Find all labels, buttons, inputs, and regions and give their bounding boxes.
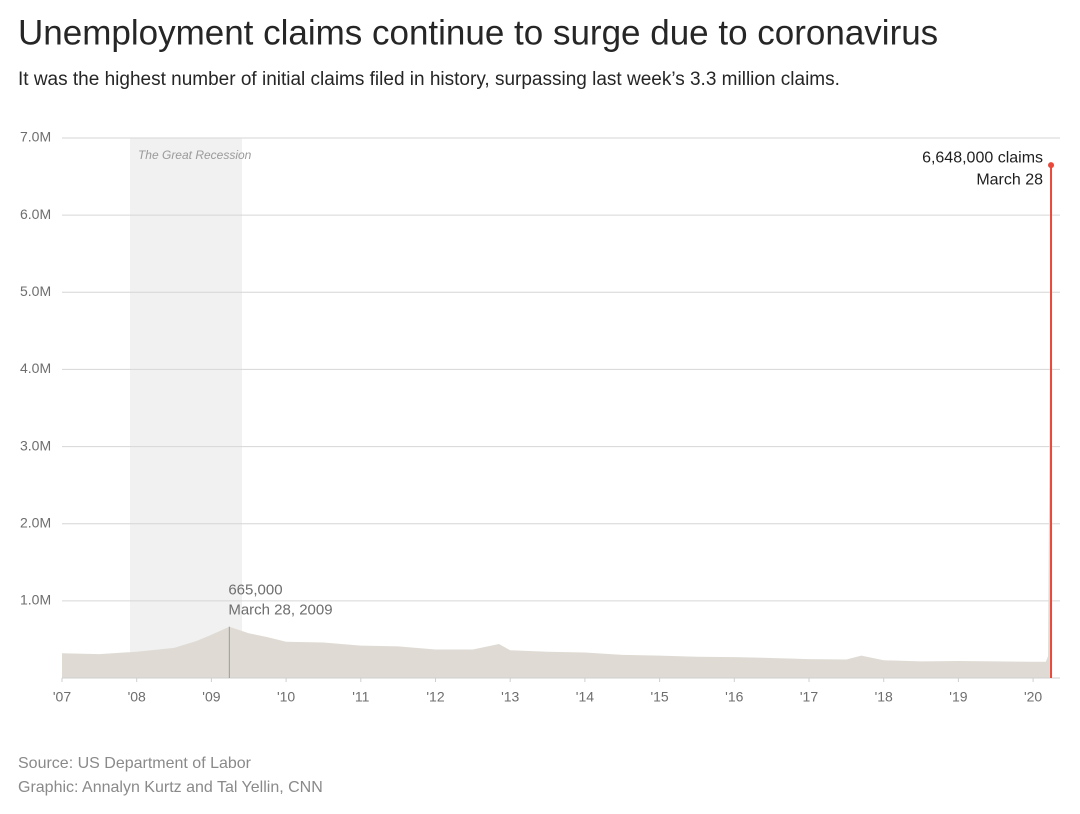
highlight-dot — [1048, 162, 1055, 169]
x-tick-label: '18 — [875, 689, 893, 705]
annotation-label: 665,000 — [228, 582, 282, 599]
source: Source: US Department of Labor — [18, 755, 252, 772]
y-tick-label: 3.0M — [20, 437, 51, 453]
chart-subtitle: It was the highest number of initial cla… — [18, 69, 840, 90]
x-tick-label: '12 — [426, 689, 444, 705]
x-tick-label: '16 — [725, 689, 743, 705]
credit: Graphic: Annalyn Kurtz and Tal Yellin, C… — [18, 779, 323, 796]
annotation-date: March 28, 2009 — [228, 602, 332, 619]
chart-title: Unemployment claims continue to surge du… — [18, 13, 938, 52]
y-tick-label: 7.0M — [20, 129, 51, 145]
x-tick-label: '13 — [501, 689, 519, 705]
shaded-range-label: The Great Recession — [138, 148, 252, 162]
x-tick-label: '10 — [277, 689, 295, 705]
y-tick-label: 4.0M — [20, 360, 51, 376]
shaded-range — [129, 138, 243, 678]
x-tick-label: '17 — [800, 689, 818, 705]
y-tick-label: 5.0M — [20, 283, 51, 299]
x-tick-label: '07 — [53, 689, 71, 705]
x-tick-label: '11 — [352, 689, 369, 705]
y-tick-label: 2.0M — [20, 514, 51, 530]
x-tick-label: '15 — [650, 689, 668, 705]
y-tick-label: 6.0M — [20, 206, 51, 222]
annotation-date: March 28 — [976, 171, 1043, 188]
x-tick-label: '19 — [949, 689, 967, 705]
x-tick-label: '14 — [576, 689, 594, 705]
annotation-label: 6,648,000 claims — [922, 149, 1043, 166]
x-tick-label: '20 — [1024, 689, 1042, 705]
y-tick-label: 1.0M — [20, 592, 51, 608]
x-tick-label: '09 — [202, 689, 220, 705]
x-tick-label: '08 — [128, 689, 146, 705]
